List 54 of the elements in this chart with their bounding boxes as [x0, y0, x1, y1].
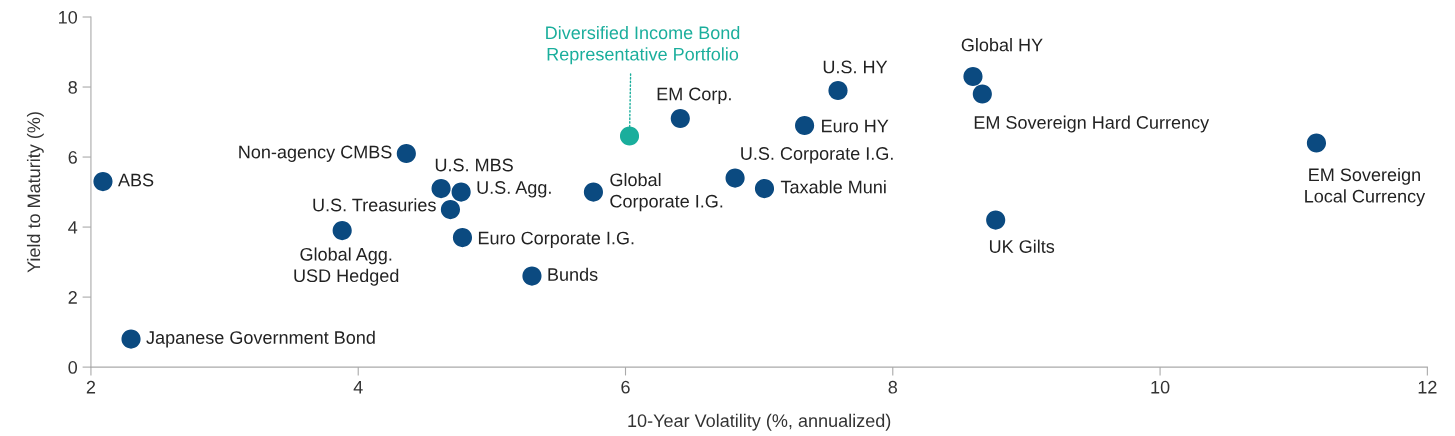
annotation: Non-agency CMBS — [239, 145, 392, 162]
point — [583, 182, 603, 202]
point — [963, 66, 983, 87]
y-tick-label: 6 — [68, 150, 77, 164]
point — [986, 210, 1006, 230]
point — [452, 228, 473, 248]
annotation: EM Corp. — [657, 87, 731, 104]
annotation: ABS — [118, 173, 154, 187]
annotation: Bunds — [548, 267, 598, 281]
point — [670, 108, 690, 129]
y-tick-label: 4 — [68, 221, 78, 234]
annotation: U.S. Corporate I.G. — [741, 147, 893, 164]
y-tick-label: 10 — [59, 10, 78, 24]
y-axis-title: Yield to Maturity (%) — [26, 112, 44, 273]
annotation: U.S. Agg. — [477, 181, 551, 198]
point — [396, 143, 416, 164]
point — [754, 178, 775, 199]
annotation: Euro HY — [822, 119, 889, 133]
x-tick-label: 8 — [888, 380, 898, 394]
point — [431, 178, 451, 199]
point — [440, 199, 461, 220]
y-tick-label: 0 — [68, 361, 78, 374]
annotation: EM Sovereign Local Currency — [1305, 167, 1426, 207]
x-tick-label: 10 — [1151, 380, 1170, 394]
point — [725, 168, 745, 188]
x-tick-label: 4 — [353, 380, 363, 394]
x-tick-label: 6 — [621, 380, 630, 394]
annotation: Diversified Income Bond Representative Portfolio — [546, 25, 740, 65]
y-tick-label: 8 — [68, 80, 77, 94]
point — [795, 115, 815, 136]
point — [1306, 133, 1326, 153]
point — [121, 329, 141, 349]
annotation: Global HY — [961, 38, 1043, 52]
x-axis-title: 10-Year Volatility (%, annualized) — [628, 413, 891, 431]
y-tick-label: 2 — [68, 291, 77, 304]
annotation: UK Gilts — [989, 239, 1055, 253]
x-tick-label: 12 — [1418, 380, 1437, 394]
annotation: Japanese Government Bond — [146, 330, 375, 348]
annotation: U.S. HY — [823, 60, 888, 74]
point — [972, 84, 992, 104]
annotation: EM Sovereign Hard Currency — [974, 115, 1210, 133]
annotation: Global Agg. USD Hedged — [294, 247, 399, 286]
point — [451, 182, 471, 202]
annotation: Global Corporate I.G. — [610, 172, 723, 212]
point — [522, 266, 542, 286]
point — [828, 80, 848, 101]
point — [332, 221, 352, 241]
point — [93, 171, 113, 192]
annotation: Euro Corporate I.G. — [478, 231, 634, 248]
annotation: U.S. Treasuries — [313, 198, 436, 212]
x-tick-label: 2 — [86, 380, 96, 394]
annotation: Taxable Muni — [780, 180, 886, 194]
annotation: U.S. MBS — [435, 158, 513, 172]
point — [619, 126, 640, 146]
